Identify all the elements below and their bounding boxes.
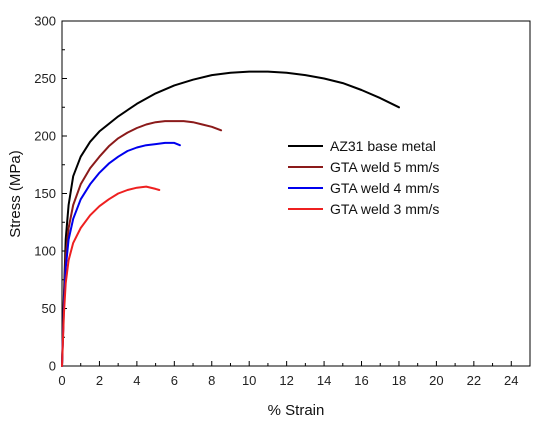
y-tick-label: 100 (34, 244, 56, 259)
legend: AZ31 base metal GTA weld 5 mm/s GTA weld 4… (288, 138, 439, 217)
x-tick-label: 0 (58, 373, 65, 388)
x-tick-label: 10 (242, 373, 256, 388)
legend-label-4: GTA weld 3 mm/s (330, 201, 439, 217)
series-line-2 (61, 120, 223, 367)
series-line-3 (61, 141, 181, 367)
series-layer (61, 70, 400, 367)
x-tick-label: 4 (133, 373, 140, 388)
y-tick-label: 50 (42, 301, 56, 316)
plot-frame (61, 20, 531, 367)
y-tick-label: 300 (34, 14, 56, 29)
y-tick-label: 250 (34, 71, 56, 86)
x-tick-label: 8 (208, 373, 215, 388)
x-tick-label: 22 (467, 373, 481, 388)
plot-border (61, 20, 531, 367)
legend-label-3: GTA weld 4 mm/s (330, 180, 439, 196)
series-line-4 (61, 185, 161, 367)
series-line-1 (61, 70, 400, 367)
x-axis-ticks: 0 2 4 6 8 10 12 14 16 18 20 22 24 (58, 361, 531, 388)
x-tick-label: 20 (429, 373, 443, 388)
y-tick-label: 0 (49, 359, 56, 374)
legend-label-1: AZ31 base metal (330, 138, 436, 154)
y-tick-label: 200 (34, 129, 56, 144)
x-tick-label: 24 (504, 373, 518, 388)
legend-label-2: GTA weld 5 mm/s (330, 159, 439, 175)
y-tick-label: 150 (34, 186, 56, 201)
x-tick-label: 16 (354, 373, 368, 388)
x-tick-label: 6 (171, 373, 178, 388)
x-tick-label: 14 (317, 373, 331, 388)
x-tick-label: 2 (96, 373, 103, 388)
x-tick-label: 18 (392, 373, 406, 388)
x-axis-title: % Strain (268, 402, 325, 419)
y-axis-title: Stress (MPa) (7, 150, 24, 238)
y-axis-ticks: 0 50 100 150 200 250 300 (34, 14, 67, 374)
x-tick-label: 12 (279, 373, 293, 388)
